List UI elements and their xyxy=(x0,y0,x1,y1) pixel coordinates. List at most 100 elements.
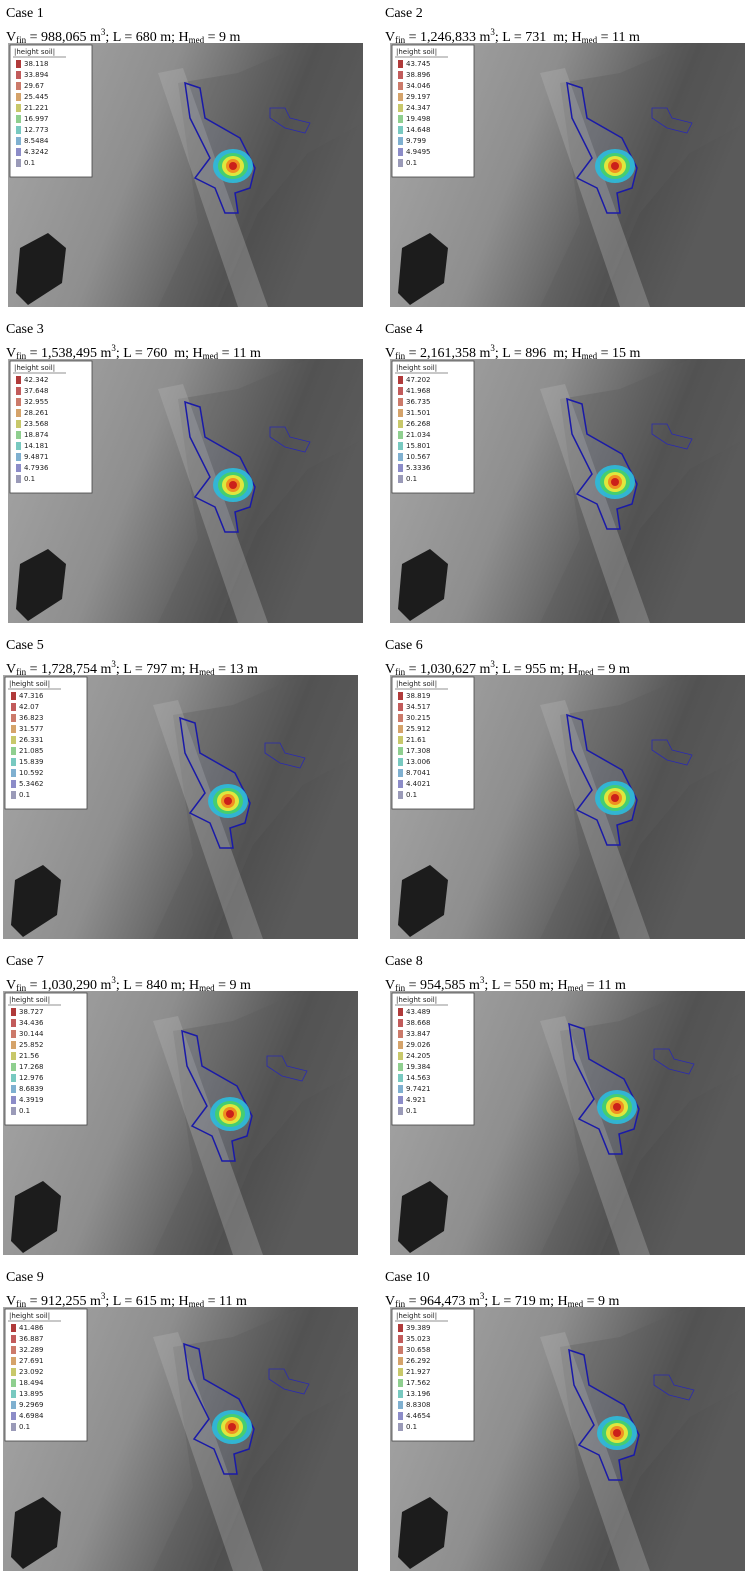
legend-box xyxy=(392,1309,474,1441)
legend-value: 36.887 xyxy=(19,1335,44,1343)
legend-title: |height soil| xyxy=(9,996,50,1004)
legend-swatch xyxy=(398,137,403,145)
legend-box xyxy=(10,45,92,177)
map: |height soil|38.81934.51730.21525.91221.… xyxy=(390,675,745,939)
legend-swatch xyxy=(398,1019,403,1027)
legend-value: 14.181 xyxy=(24,442,49,450)
legend-value: 15.839 xyxy=(19,758,44,766)
legend-value: 41.486 xyxy=(19,1324,44,1332)
legend-value: 30.658 xyxy=(406,1346,431,1354)
map: |height soil|42.34237.64832.95528.26123.… xyxy=(8,359,363,623)
legend-title: |height soil| xyxy=(14,364,55,372)
legend-swatch xyxy=(11,1074,16,1082)
case-label: Case 1 xyxy=(6,6,44,22)
legend-value: 23.092 xyxy=(19,1368,44,1376)
legend-value: 0.1 xyxy=(406,475,417,483)
legend-value: 47.202 xyxy=(406,376,431,384)
legend-value: 26.331 xyxy=(19,736,44,744)
legend-swatch xyxy=(11,791,16,799)
legend-value: 42.07 xyxy=(19,703,39,711)
legend-swatch xyxy=(398,115,403,123)
legend-value: 21.085 xyxy=(19,747,44,755)
legend-swatch xyxy=(398,1008,403,1016)
case-label: Case 4 xyxy=(385,322,423,338)
legend-value: 0.1 xyxy=(406,1107,417,1115)
legend-value: 13.895 xyxy=(19,1390,44,1398)
legend-swatch xyxy=(398,1401,403,1409)
legend-value: 27.691 xyxy=(19,1357,44,1365)
legend-value: 38.819 xyxy=(406,692,431,700)
legend-swatch xyxy=(11,780,16,788)
legend-value: 4.6984 xyxy=(19,1412,44,1420)
legend-swatch xyxy=(11,692,16,700)
legend-title: |height soil| xyxy=(396,1312,437,1320)
legend-swatch xyxy=(398,1074,403,1082)
legend-swatch xyxy=(398,93,403,101)
legend-swatch xyxy=(16,71,21,79)
case-label: Case 5 xyxy=(6,638,44,654)
flow-height xyxy=(611,162,619,170)
legend-box xyxy=(5,1309,87,1441)
legend-swatch xyxy=(11,1030,16,1038)
legend-value: 14.648 xyxy=(406,126,431,134)
map: |height soil|47.31642.0736.82331.57726.3… xyxy=(3,675,358,939)
legend-value: 21.927 xyxy=(406,1368,431,1376)
legend-swatch xyxy=(11,769,16,777)
legend-swatch xyxy=(398,736,403,744)
legend-value: 0.1 xyxy=(19,1423,30,1431)
legend-swatch xyxy=(398,1030,403,1038)
legend-value: 34.436 xyxy=(19,1019,44,1027)
legend-value: 32.955 xyxy=(24,398,49,406)
map: |height soil|41.48636.88732.28927.69123.… xyxy=(3,1307,358,1571)
legend-swatch xyxy=(398,104,403,112)
legend-value: 31.501 xyxy=(406,409,431,417)
legend-value: 10.567 xyxy=(406,453,431,461)
legend-swatch xyxy=(11,1412,16,1420)
legend-swatch xyxy=(11,1324,16,1332)
panel: Case 2Vfin = 1,246,833 m3; L = 731 m; Hm… xyxy=(381,4,746,316)
case-label: Case 7 xyxy=(6,954,44,970)
map: |height soil|39.38935.02330.65826.29221.… xyxy=(390,1307,745,1571)
legend-swatch xyxy=(398,398,403,406)
flow-height xyxy=(229,481,237,489)
legend-swatch xyxy=(398,409,403,417)
panel: Case 10Vfin = 964,473 m3; L = 719 m; Hme… xyxy=(381,1268,746,1580)
legend: |height soil|47.31642.0736.82331.57726.3… xyxy=(5,677,87,809)
legend-value: 17.268 xyxy=(19,1063,44,1071)
legend-value: 21.221 xyxy=(24,104,49,112)
legend-value: 43.745 xyxy=(406,60,431,68)
legend-swatch xyxy=(16,159,21,167)
legend-swatch xyxy=(398,431,403,439)
legend-swatch xyxy=(398,1357,403,1365)
legend-swatch xyxy=(398,692,403,700)
legend: |height soil|43.74538.89634.04629.19724.… xyxy=(392,45,474,177)
legend-value: 19.498 xyxy=(406,115,431,123)
legend-value: 30.215 xyxy=(406,714,431,722)
legend-value: 42.342 xyxy=(24,376,49,384)
legend-value: 9.799 xyxy=(406,137,426,145)
legend-swatch xyxy=(16,387,21,395)
map: |height soil|38.11833.89429.6725.44521.2… xyxy=(8,43,363,307)
legend-value: 47.316 xyxy=(19,692,44,700)
legend-box xyxy=(392,361,474,493)
legend-swatch xyxy=(16,409,21,417)
legend-value: 4.3919 xyxy=(19,1096,44,1104)
legend-swatch xyxy=(16,431,21,439)
legend-swatch xyxy=(398,442,403,450)
legend-swatch xyxy=(11,1335,16,1343)
legend-swatch xyxy=(398,1096,403,1104)
legend-swatch xyxy=(398,376,403,384)
legend-value: 21.61 xyxy=(406,736,426,744)
legend-value: 30.144 xyxy=(19,1030,44,1038)
legend-swatch xyxy=(11,1368,16,1376)
legend: |height soil|47.20241.96836.73531.50126.… xyxy=(392,361,474,493)
legend-value: 38.727 xyxy=(19,1008,44,1016)
legend-value: 10.592 xyxy=(19,769,44,777)
legend-title: |height soil| xyxy=(9,680,50,688)
flow-height xyxy=(224,797,232,805)
legend-swatch xyxy=(11,725,16,733)
legend-box xyxy=(5,677,87,809)
legend-swatch xyxy=(398,769,403,777)
legend-swatch xyxy=(398,758,403,766)
